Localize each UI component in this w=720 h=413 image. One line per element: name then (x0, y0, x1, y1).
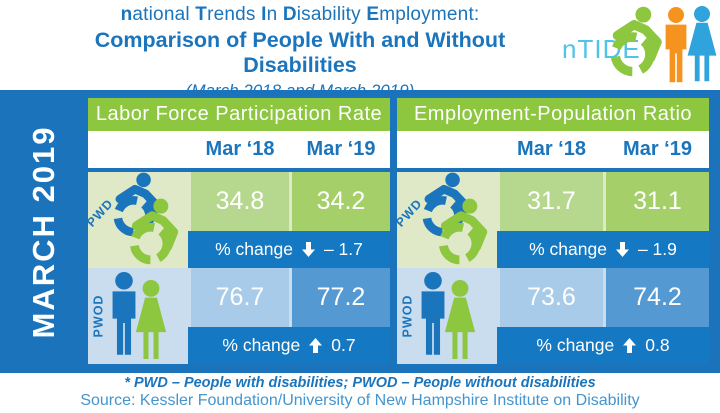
separator (289, 268, 292, 327)
panel-title: Labor Force Participation Rate (88, 98, 390, 131)
panel-labor-force-participation: Labor Force Participation Rate Mar ‘18 M… (88, 98, 390, 373)
separator (603, 268, 606, 327)
up-arrow-icon (623, 338, 637, 353)
pwd-change-row: % change – 1.9 (497, 231, 709, 268)
column-header-row: Mar ‘18 Mar ‘19 (397, 131, 709, 168)
pwd-icon-cell: PWD (397, 172, 497, 268)
change-label: % change (222, 335, 301, 355)
data-grid: PWD 31.7 31.1 % change – 1.9 PWOD (397, 172, 709, 364)
pwod-value-mar19: 74.2 (606, 268, 709, 327)
column-label-mar19: Mar ‘19 (306, 138, 376, 160)
pwd-value-mar18: 34.8 (191, 172, 289, 231)
change-value: 0.7 (331, 335, 356, 355)
title-line1: national Trends In Disability Employment… (120, 4, 480, 25)
pwod-icon-cell: PWOD (88, 268, 188, 364)
ntide-logo: nTIDE (560, 2, 718, 88)
panel-employment-population: Employment-Population Ratio Mar ‘18 Mar … (397, 98, 709, 373)
down-arrow-icon (615, 242, 629, 257)
pwod-value-mar18: 76.7 (191, 268, 289, 327)
pwod-value-mar19: 77.2 (292, 268, 390, 327)
footnote: * PWD – People with disabilities; PWOD –… (124, 375, 596, 391)
pwd-change-row: % change – 1.7 (188, 231, 390, 268)
sidebar-month: MARCH 2019 (0, 90, 88, 373)
source-line: Source: Kessler Foundation/University of… (80, 392, 640, 409)
separator (603, 172, 606, 231)
wheelchair-icon-green (427, 198, 495, 266)
separator (188, 268, 191, 327)
change-label: % change (215, 239, 293, 259)
change-label: % change (529, 239, 607, 259)
title-line2: Comparison of People With and Without Di… (94, 28, 506, 77)
woman-icon (687, 6, 717, 82)
footer: * PWD – People with disabilities; PWOD –… (0, 373, 720, 413)
title-block: national Trends In Disability Employment… (40, 4, 560, 101)
column-label-mar18: Mar ‘18 (205, 138, 275, 160)
separator (289, 172, 292, 231)
pwd-icon-cell: PWD (88, 172, 188, 268)
separator (497, 268, 500, 327)
change-label: % change (536, 335, 615, 355)
pwd-value-mar19: 34.2 (292, 172, 390, 231)
pwod-change-row: % change 0.8 (497, 327, 709, 364)
header: national Trends In Disability Employment… (0, 0, 720, 100)
change-value: – 1.7 (323, 239, 363, 259)
woman-icon-green (135, 280, 167, 359)
separator (497, 172, 500, 231)
change-value: 0.8 (645, 335, 670, 355)
data-grid: PWD 34.8 34.2 % change – 1.7 PWOD (88, 172, 390, 364)
column-label-mar18: Mar ‘18 (517, 138, 586, 160)
data-band: MARCH 2019 Labor Force Participation Rat… (0, 90, 720, 373)
pwod-change-row: % change 0.7 (188, 327, 390, 364)
month-label: MARCH 2019 (26, 125, 61, 338)
panel-title: Employment-Population Ratio (397, 98, 709, 131)
woman-icon-green (444, 280, 476, 359)
pwod-icon-cell: PWOD (397, 268, 497, 364)
separator (188, 172, 191, 231)
column-header-row: Mar ‘18 Mar ‘19 (88, 131, 390, 168)
column-label-mar19: Mar ‘19 (623, 138, 692, 160)
pwd-value-mar18: 31.7 (500, 172, 603, 231)
pwd-value-mar19: 31.1 (606, 172, 709, 231)
up-arrow-icon (309, 338, 323, 353)
wheelchair-icon-green (118, 198, 186, 266)
change-value: – 1.9 (637, 239, 677, 259)
down-arrow-icon (301, 242, 315, 257)
pwod-value-mar18: 73.6 (500, 268, 603, 327)
